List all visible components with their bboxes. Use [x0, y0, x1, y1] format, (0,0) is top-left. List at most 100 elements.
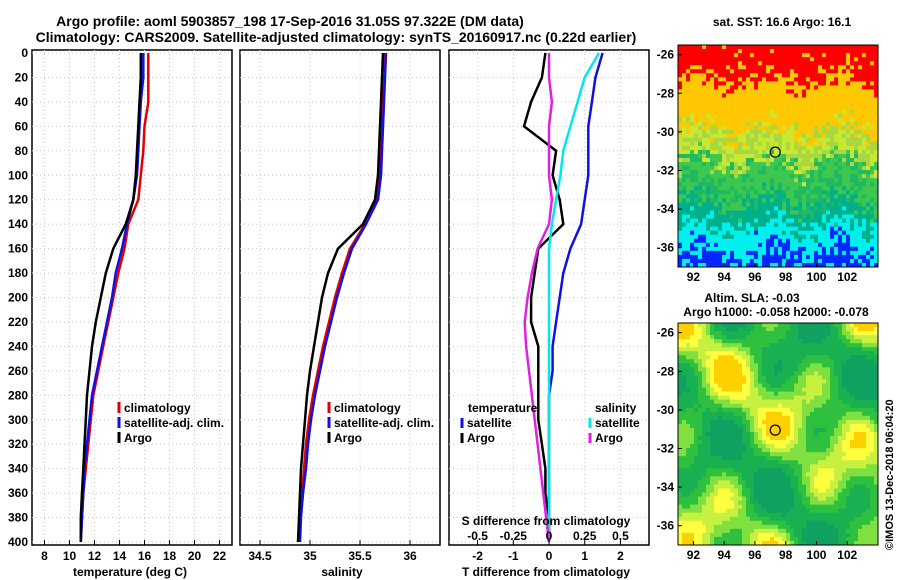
map-cell	[810, 174, 815, 179]
map-cell	[818, 93, 823, 98]
map-cell	[702, 178, 707, 183]
map-cell	[846, 351, 851, 356]
map-cell	[682, 194, 687, 199]
map-cell	[794, 190, 799, 195]
depth-tick-label: 60	[15, 119, 29, 133]
map-cell	[726, 431, 731, 437]
map-cell	[726, 339, 731, 344]
map-cell	[790, 166, 795, 171]
map-cell	[686, 166, 691, 171]
map-cell	[730, 61, 735, 66]
map-cell	[746, 335, 751, 340]
map-cell	[806, 149, 811, 155]
map-cell	[774, 210, 779, 216]
map-cell	[762, 234, 767, 240]
map-cell	[742, 105, 747, 111]
map-cell	[702, 452, 707, 457]
map-cell	[734, 89, 739, 94]
map-cell	[842, 162, 847, 167]
map-cell	[870, 81, 875, 86]
map-cell	[746, 194, 751, 199]
map-cell	[778, 375, 783, 381]
map-cell	[774, 351, 779, 356]
map-cell	[790, 472, 795, 477]
map-cell	[838, 238, 843, 244]
map-cell	[706, 347, 711, 352]
map-cell	[806, 464, 811, 469]
map-cell	[710, 339, 715, 344]
map-cell	[678, 210, 683, 216]
map-cell	[794, 480, 799, 485]
map-cell	[742, 81, 747, 86]
map-cell	[826, 73, 831, 78]
map-cell	[826, 93, 831, 98]
map-cell	[806, 452, 811, 457]
map-cell	[678, 73, 683, 78]
map-cell	[790, 395, 795, 401]
map-cell	[818, 149, 823, 155]
map-cell	[850, 436, 855, 441]
map-cell	[690, 375, 695, 381]
map-cell	[838, 331, 843, 336]
map-cell	[738, 97, 743, 103]
map-cell	[738, 178, 743, 183]
map-cell	[690, 254, 695, 260]
map-cell	[846, 81, 851, 86]
map-cell	[762, 335, 767, 340]
map-cell	[874, 230, 879, 236]
map-cell	[774, 431, 779, 437]
map-cell	[722, 423, 727, 429]
map-cell	[834, 182, 839, 187]
map-cell	[778, 162, 783, 167]
map-cell	[726, 246, 731, 252]
map-cell	[734, 133, 739, 139]
map-cell	[834, 105, 839, 111]
map-cell	[806, 129, 811, 135]
map-cell	[822, 182, 827, 187]
map-cell	[678, 125, 683, 131]
map-cell	[710, 359, 715, 364]
map-cell	[822, 45, 827, 50]
map-cell	[738, 77, 743, 82]
map-cell	[690, 145, 695, 151]
map-cell	[818, 383, 823, 389]
map-cell	[794, 355, 799, 360]
map-cell	[686, 170, 691, 175]
map-cell	[734, 387, 739, 393]
map-cell	[726, 105, 731, 111]
map-cell	[830, 246, 835, 252]
map-cell	[750, 246, 755, 252]
map-cell	[770, 45, 775, 50]
map-cell	[734, 45, 739, 50]
map-cell	[690, 415, 695, 421]
map-cell	[846, 153, 851, 159]
map-cell	[686, 367, 691, 372]
map-cell	[806, 395, 811, 401]
map-cell	[698, 347, 703, 352]
map-cell	[710, 250, 715, 256]
map-cell	[802, 129, 807, 135]
map-cell	[810, 391, 815, 397]
map-cell	[678, 158, 683, 163]
map-cell	[714, 166, 719, 171]
map-cell	[718, 210, 723, 216]
map-cell	[682, 97, 687, 103]
map-cell	[818, 359, 823, 364]
map-cell	[838, 415, 843, 421]
map-cell	[798, 109, 803, 115]
map-cell	[682, 395, 687, 401]
map-cell	[706, 77, 711, 82]
map-cell	[798, 379, 803, 385]
map-cell	[842, 109, 847, 115]
map-cell	[850, 73, 855, 78]
map-cell	[770, 222, 775, 228]
map-cell	[766, 166, 771, 171]
map-cell	[870, 77, 875, 82]
map-cell	[814, 69, 819, 74]
map-cell	[754, 387, 759, 393]
map-cell	[746, 387, 751, 393]
map-cell	[694, 379, 699, 385]
map-cell	[762, 395, 767, 401]
map-cell	[714, 170, 719, 175]
map-cell	[818, 403, 823, 409]
